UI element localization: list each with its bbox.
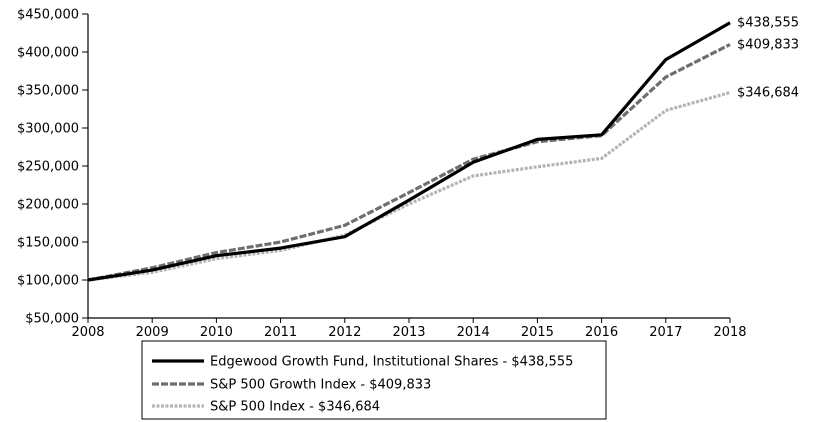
end-label-2: $346,684 xyxy=(737,86,799,101)
x-tick-label: 2016 xyxy=(585,325,618,340)
x-tick-label: 2013 xyxy=(392,325,425,340)
x-tick-label: 2015 xyxy=(521,325,554,340)
x-tick-label: 2014 xyxy=(457,325,490,340)
end-label-0: $438,555 xyxy=(737,16,799,31)
y-tick-label: $350,000 xyxy=(17,84,79,99)
legend-label-2: S&P 500 Index - $346,684 xyxy=(210,400,380,415)
legend: Edgewood Growth Fund, Institutional Shar… xyxy=(141,340,607,420)
legend-label-1: S&P 500 Growth Index - $409,833 xyxy=(210,378,431,393)
y-tick-label: $250,000 xyxy=(17,160,79,175)
x-tick-label: 2011 xyxy=(264,325,297,340)
y-tick-label: $400,000 xyxy=(17,46,79,61)
y-tick-label: $50,000 xyxy=(25,312,79,327)
series-lines xyxy=(87,21,731,282)
series-line-0 xyxy=(87,21,731,282)
x-ticks: 2008 2009 2010 2011 2012 2013 2014 2015 2016 2017… xyxy=(71,318,747,340)
legend-label-0: Edgewood Growth Fund, Institutional Shar… xyxy=(210,355,573,370)
x-tick-label: 2008 xyxy=(71,325,104,340)
chart-axes xyxy=(87,14,730,319)
y-tick-label: $450,000 xyxy=(17,8,79,23)
x-tick-label: 2010 xyxy=(200,325,233,340)
end-labels: $438,555 $409,833 $346,684 xyxy=(737,16,799,101)
y-tick-label: $150,000 xyxy=(17,236,79,251)
end-label-1: $409,833 xyxy=(737,38,799,53)
x-tick-label: 2012 xyxy=(328,325,361,340)
legend-box xyxy=(141,340,607,420)
series-line-1 xyxy=(87,43,731,282)
y-tick-label: $200,000 xyxy=(17,198,79,213)
y-tick-label: $300,000 xyxy=(17,122,79,137)
series-line-2 xyxy=(87,90,731,282)
x-tick-label: 2009 xyxy=(136,325,169,340)
y-ticks: $50,000 $100,000 $150,000 $200,000 $250,000 $… xyxy=(17,8,88,327)
y-tick-label: $100,000 xyxy=(17,274,79,289)
x-tick-label: 2018 xyxy=(713,325,746,340)
x-tick-label: 2017 xyxy=(649,325,682,340)
